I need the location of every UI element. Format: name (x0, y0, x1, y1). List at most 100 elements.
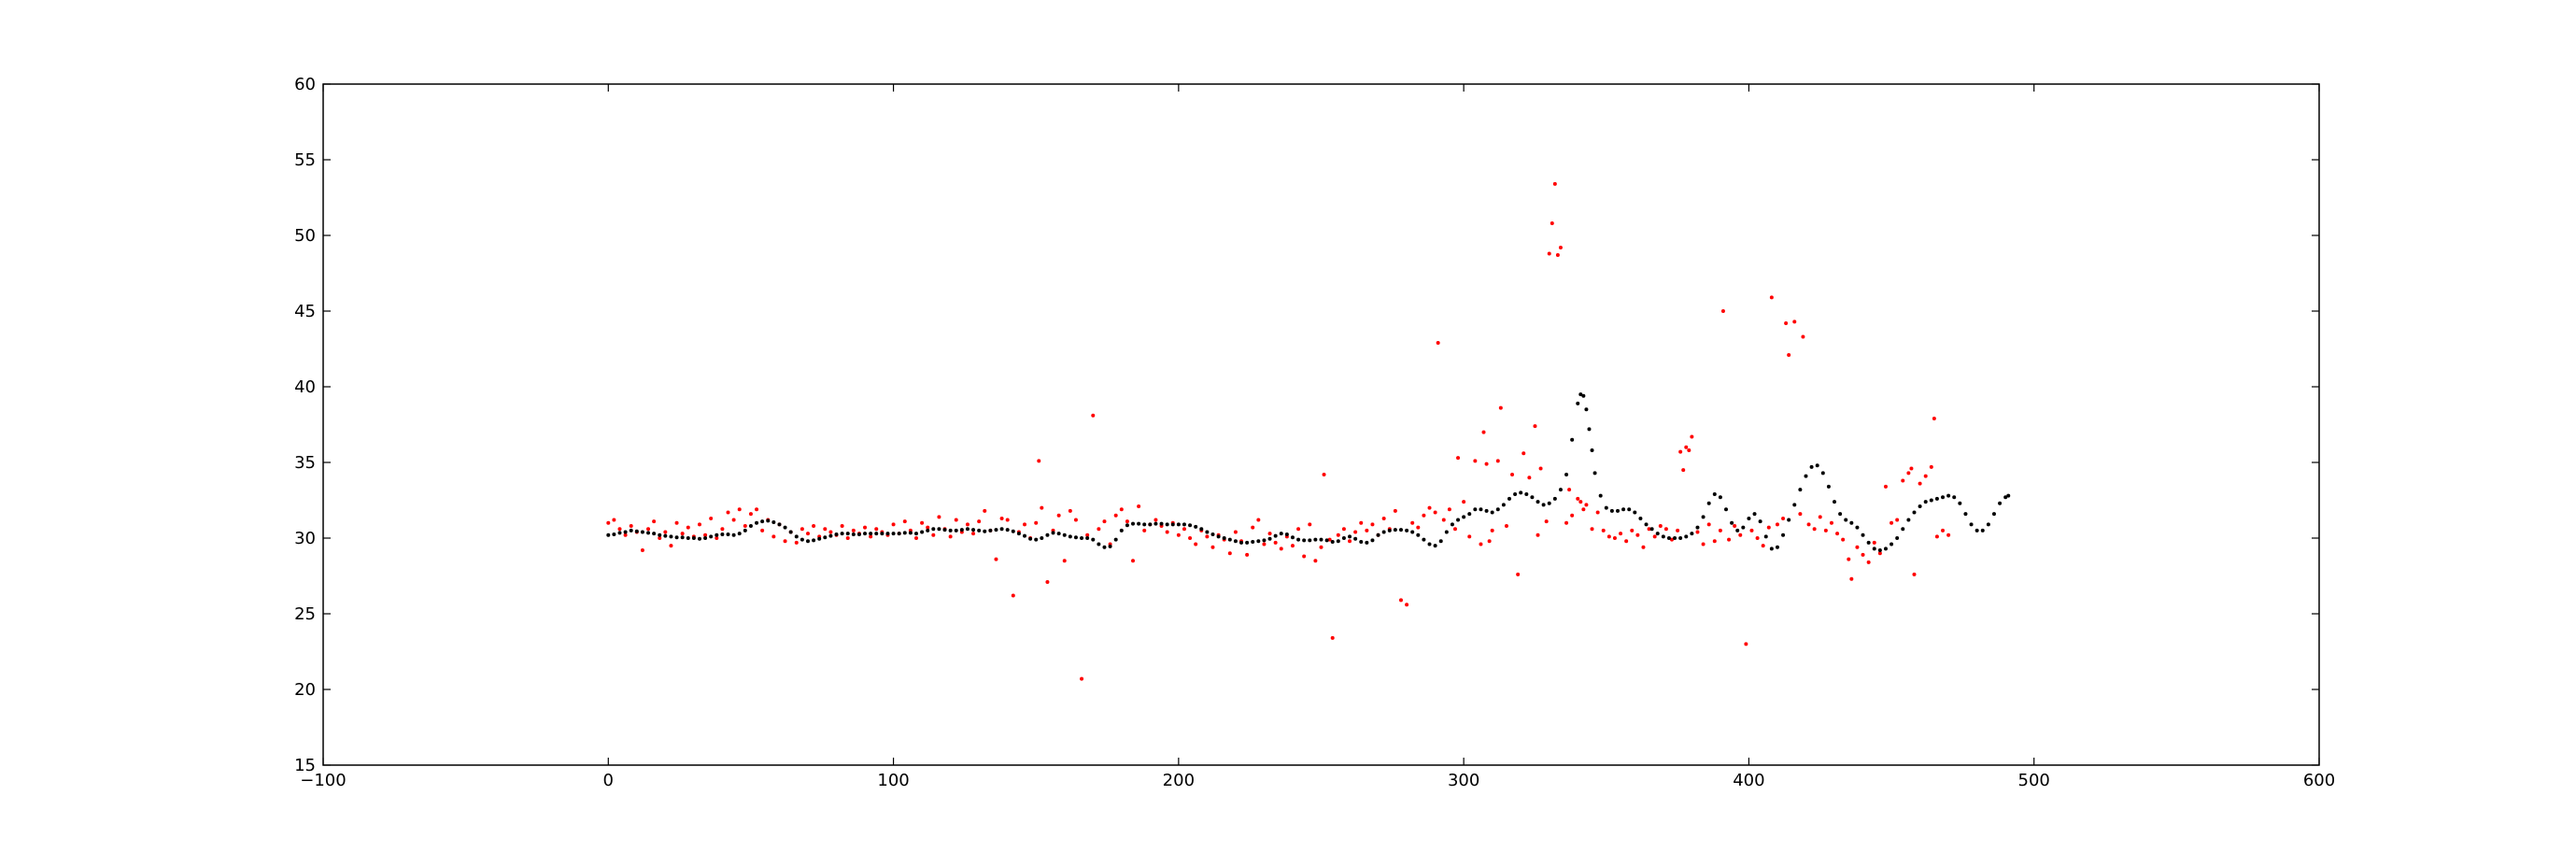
black-data-point (1273, 533, 1278, 538)
red-data-point (1595, 510, 1600, 515)
red-data-point (1422, 513, 1426, 518)
red-data-point (652, 519, 657, 524)
red-data-point (1744, 642, 1748, 646)
red-data-point (1188, 536, 1193, 540)
black-data-point (709, 534, 714, 539)
black-data-point (1479, 507, 1483, 512)
black-data-point (1484, 508, 1489, 513)
black-data-point (1838, 512, 1843, 517)
red-data-point (926, 525, 930, 530)
black-data-point (1712, 492, 1717, 497)
red-data-point (1738, 532, 1743, 537)
red-data-point (1861, 552, 1865, 557)
black-data-point (1661, 534, 1665, 539)
red-data-point (755, 507, 759, 512)
red-data-point (1792, 320, 1797, 324)
red-data-point (1125, 519, 1129, 524)
red-data-point (1398, 598, 1403, 603)
red-data-point (1855, 545, 1860, 549)
red-data-point (1601, 528, 1606, 532)
black-data-point (1199, 527, 1204, 532)
black-data-point (686, 536, 690, 540)
black-data-point (1416, 532, 1421, 537)
black-data-point (977, 528, 982, 532)
black-data-point (1091, 537, 1096, 542)
red-data-point (1062, 559, 1067, 563)
black-data-point (2003, 495, 2008, 500)
red-data-point (1929, 464, 1933, 469)
red-data-point (1102, 519, 1107, 524)
red-data-point (971, 532, 976, 536)
black-data-point (1148, 522, 1153, 527)
black-data-point (1011, 529, 1015, 533)
red-data-point (1749, 528, 1754, 532)
black-data-point (1324, 538, 1329, 543)
black-data-point (1256, 539, 1261, 544)
black-data-point (748, 524, 753, 529)
black-data-point (1570, 437, 1575, 442)
red-data-point (1353, 530, 1358, 534)
black-data-point (1462, 515, 1466, 519)
x-tick-label: 300 (1448, 771, 1479, 790)
black-data-point (1302, 538, 1307, 543)
y-tick-label: 45 (294, 302, 316, 321)
y-tick-label: 55 (294, 150, 316, 170)
black-data-point (1633, 510, 1637, 515)
red-data-point (1341, 527, 1346, 532)
black-data-point (1501, 503, 1506, 507)
black-data-point (1210, 532, 1215, 536)
black-data-point (1444, 530, 1449, 534)
black-data-point (942, 528, 947, 532)
black-data-point (931, 527, 936, 532)
red-data-point (1452, 527, 1457, 532)
black-data-point (1775, 545, 1779, 549)
black-data-point (760, 519, 765, 524)
red-data-point (1462, 500, 1466, 504)
red-data-point (697, 522, 701, 527)
red-data-point (1527, 476, 1532, 480)
red-data-point (1663, 527, 1668, 532)
black-data-point (1450, 522, 1454, 527)
red-data-point (1584, 503, 1589, 507)
black-data-point (1934, 496, 1939, 501)
black-data-point (606, 532, 611, 537)
black-data-point (715, 532, 719, 537)
red-data-point (1652, 534, 1657, 539)
red-data-point (1165, 530, 1169, 534)
red-data-point (1818, 515, 1822, 519)
red-data-point (1233, 530, 1238, 534)
black-data-point (1638, 516, 1643, 520)
black-data-point (1387, 528, 1392, 532)
black-data-point (1781, 532, 1786, 537)
red-data-point (1490, 528, 1494, 532)
black-data-point (1564, 472, 1569, 476)
black-data-point (1405, 528, 1409, 532)
red-data-point (805, 532, 810, 536)
black-data-point (1170, 522, 1175, 527)
black-data-point (1974, 528, 1979, 532)
black-data-point (913, 532, 918, 536)
black-data-point (1353, 536, 1358, 541)
black-data-point (1137, 521, 1141, 526)
black-data-point (1108, 544, 1112, 548)
red-data-point (812, 524, 816, 529)
black-data-point (634, 529, 639, 533)
black-data-point (1541, 503, 1546, 507)
black-data-point (1666, 536, 1671, 540)
black-data-point (1359, 540, 1364, 545)
red-data-point (1564, 520, 1569, 525)
black-data-point (1998, 501, 2003, 505)
red-data-point (1849, 576, 1854, 581)
red-data-point (1733, 524, 1737, 529)
red-data-point (869, 534, 873, 539)
black-data-point (629, 528, 633, 532)
black-data-point (617, 531, 622, 535)
black-data-point (1279, 532, 1283, 536)
black-data-point (1895, 536, 1900, 540)
red-data-point (1918, 481, 1922, 486)
red-data-point (743, 524, 747, 529)
black-data-point (1592, 471, 1597, 476)
black-data-point (1381, 530, 1386, 534)
black-data-point (777, 522, 782, 527)
black-data-point (1963, 512, 1968, 517)
